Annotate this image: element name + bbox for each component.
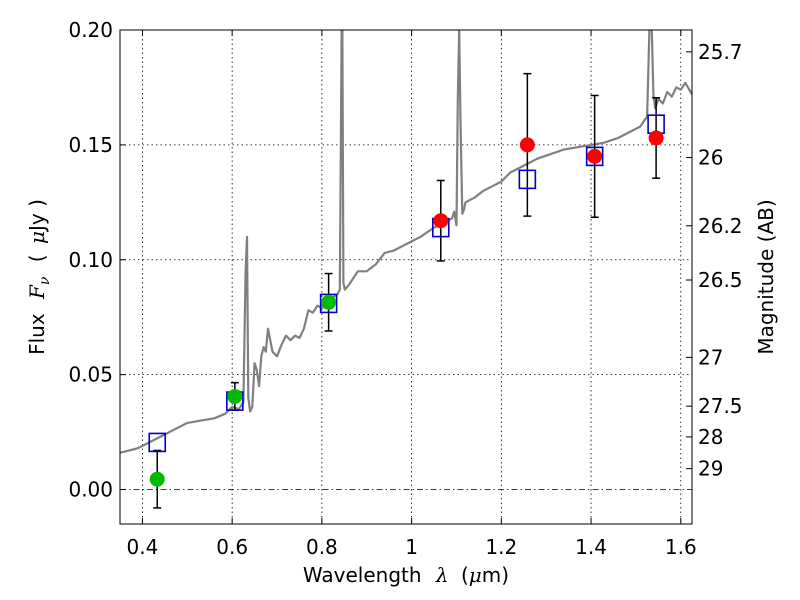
magnitude-tick-label: 27.5 [698, 394, 743, 418]
observed-point-circle [648, 130, 664, 146]
observed-point-circle [149, 471, 165, 487]
model-points-layer [148, 114, 665, 453]
y-axis-ticks: 0.00 0.05 0.10 0.15 0.20 [68, 18, 126, 502]
model-point-square [319, 293, 338, 314]
x-tick-label: 1.4 [575, 535, 607, 559]
magnitude-tick-label: 26.2 [698, 214, 743, 238]
x-tick-label: 0.4 [127, 535, 159, 559]
magnitude-axis-ticks: 25.7 26 26.2 26.5 27 27.5 28 29 [686, 40, 743, 481]
observed-point-circle [587, 148, 603, 164]
x-axis-ticks: 0.4 0.6 0.8 1 1.2 1.4 1.6 [127, 30, 697, 559]
y-tick-label: 0.00 [68, 478, 113, 502]
x-tick-label: 0.8 [306, 535, 338, 559]
magnitude-tick-label: 29 [698, 457, 723, 481]
magnitude-tick-label: 28 [698, 425, 723, 449]
grid-lines [120, 29, 692, 524]
magnitude-tick-label: 26.5 [698, 268, 743, 292]
x-tick-label: 1.6 [665, 535, 697, 559]
y-axis-label: Flux Fν ( μJy ) [25, 199, 54, 355]
error-bars-layer [153, 72, 661, 509]
x-tick-label: 1.2 [485, 535, 517, 559]
model-spectrum-line [120, 30, 692, 454]
plot-frame [119, 29, 693, 525]
magnitude-tick-label: 27 [698, 345, 723, 369]
observed-points-layer [149, 130, 664, 487]
magnitude-axis-label: Magnitude (AB) [754, 199, 778, 354]
y-tick-label: 0.15 [68, 133, 113, 157]
x-tick-label: 1 [405, 535, 418, 559]
y-tick-label: 0.10 [68, 248, 113, 272]
y-tick-label: 0.20 [68, 18, 113, 42]
magnitude-tick-label: 25.7 [698, 40, 743, 64]
observed-point-circle [321, 294, 337, 310]
x-axis-label: Wavelength λ (μm) [303, 563, 509, 587]
model-point-square [518, 169, 537, 190]
magnitude-tick-label: 26 [698, 146, 723, 170]
model-point-square [585, 146, 604, 167]
y-tick-label: 0.05 [68, 363, 113, 387]
observed-point-circle [433, 213, 449, 229]
model-spectrum-layer [120, 30, 692, 454]
x-tick-label: 0.6 [216, 535, 248, 559]
observed-point-circle [227, 388, 243, 404]
observed-point-circle [519, 137, 535, 153]
model-point-square [148, 432, 167, 453]
